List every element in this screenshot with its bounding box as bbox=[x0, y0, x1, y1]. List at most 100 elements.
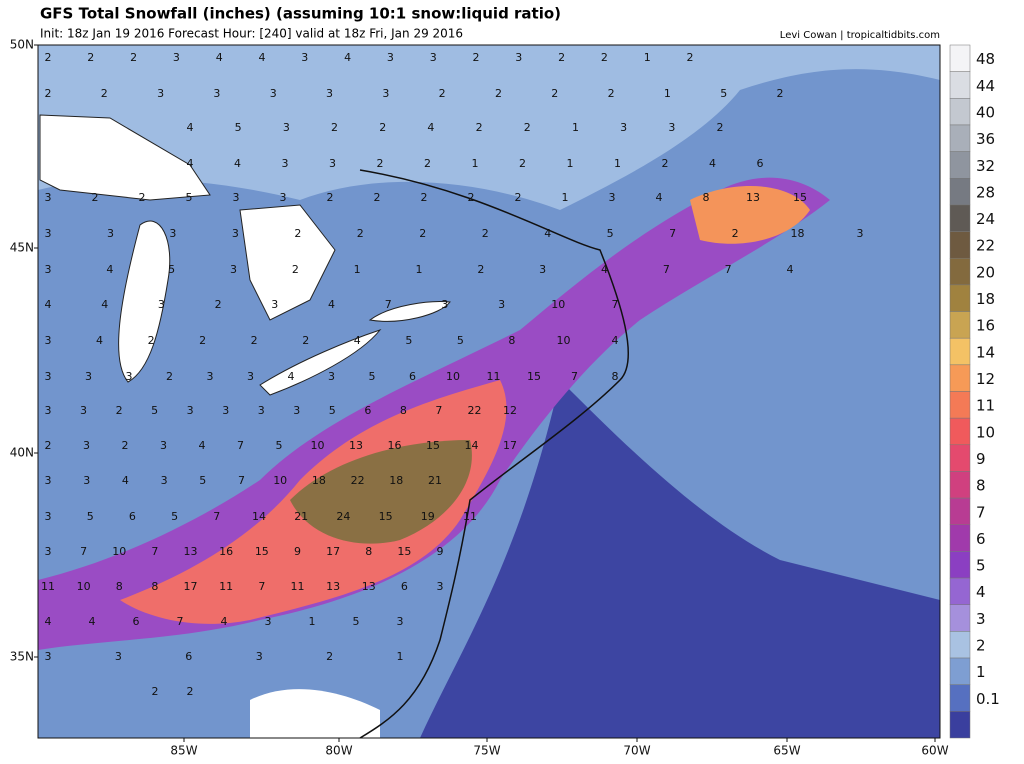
snow-value: 21 bbox=[428, 474, 442, 487]
lat-label: 40N bbox=[10, 446, 34, 460]
snow-value: 2 bbox=[187, 685, 194, 698]
snow-value: 3 bbox=[115, 650, 122, 663]
colorbar-label: 2 bbox=[976, 637, 986, 655]
snow-value: 8 bbox=[151, 580, 158, 593]
snow-value: 2 bbox=[326, 650, 333, 663]
colorbar-segment bbox=[949, 524, 971, 552]
snow-value: 3 bbox=[45, 191, 52, 204]
colorbar-segment bbox=[949, 631, 971, 659]
colorbar-label: 6 bbox=[976, 530, 986, 548]
colorbar-segment bbox=[949, 497, 971, 526]
colorbar-label: 40 bbox=[976, 103, 995, 121]
snow-value: 4 bbox=[106, 263, 113, 276]
snow-value: 2 bbox=[215, 298, 222, 311]
snow-value: 2 bbox=[421, 191, 428, 204]
snow-value: 1 bbox=[397, 650, 404, 663]
snow-value: 4 bbox=[344, 51, 351, 64]
snow-value: 3 bbox=[232, 227, 239, 240]
snow-value: 2 bbox=[294, 227, 301, 240]
snow-value: 6 bbox=[133, 615, 140, 628]
snow-value: 7 bbox=[571, 370, 578, 383]
snow-value: 13 bbox=[326, 580, 340, 593]
snow-value: 13 bbox=[184, 545, 198, 558]
snow-value: 5 bbox=[329, 404, 336, 417]
snow-value: 3 bbox=[301, 51, 308, 64]
subtitle: Init: 18z Jan 19 2016 Forecast Hour: [24… bbox=[40, 27, 463, 41]
snow-value: 10 bbox=[311, 439, 325, 452]
colorbar-label: 44 bbox=[976, 77, 995, 95]
snow-value: 2 bbox=[495, 87, 502, 100]
snow-value: 2 bbox=[524, 121, 531, 134]
snow-value: 4 bbox=[187, 121, 194, 134]
snow-value: 7 bbox=[612, 298, 619, 311]
snow-value: 4 bbox=[787, 263, 794, 276]
snow-value: 2 bbox=[116, 404, 123, 417]
snow-value: 3 bbox=[293, 404, 300, 417]
snow-value: 1 bbox=[567, 157, 574, 170]
snow-value: 2 bbox=[551, 87, 558, 100]
snow-value: 3 bbox=[329, 157, 336, 170]
snow-value: 2 bbox=[558, 51, 565, 64]
snow-value: 18 bbox=[389, 474, 403, 487]
colorbar-label: 32 bbox=[976, 157, 995, 175]
snow-value: 4 bbox=[187, 157, 194, 170]
snow-value: 3 bbox=[45, 545, 52, 558]
snow-value: 1 bbox=[562, 191, 569, 204]
snow-value: 2 bbox=[87, 51, 94, 64]
snow-value: 2 bbox=[101, 87, 108, 100]
lon-label: 85W bbox=[170, 744, 197, 758]
snow-value: 3 bbox=[233, 191, 240, 204]
snow-value: 8 bbox=[365, 545, 372, 558]
colorbar-segment bbox=[949, 257, 971, 286]
snow-value: 7 bbox=[663, 263, 670, 276]
lon-label: 70W bbox=[623, 744, 650, 758]
snow-value: 2 bbox=[473, 51, 480, 64]
snow-value: 4 bbox=[101, 298, 108, 311]
snow-value: 7 bbox=[238, 474, 245, 487]
snow-value: 1 bbox=[472, 157, 479, 170]
snow-value: 4 bbox=[89, 615, 96, 628]
snow-value: 9 bbox=[437, 545, 444, 558]
snow-value: 5 bbox=[353, 615, 360, 628]
snow-value: 3 bbox=[668, 121, 675, 134]
snow-value: 3 bbox=[85, 370, 92, 383]
snow-value: 4 bbox=[45, 298, 52, 311]
snow-value: 4 bbox=[354, 334, 361, 347]
snow-value: 5 bbox=[720, 87, 727, 100]
colorbar-label: 12 bbox=[976, 370, 995, 388]
snow-value: 3 bbox=[45, 404, 52, 417]
colorbar-segment bbox=[949, 98, 971, 126]
snow-value: 11 bbox=[219, 580, 233, 593]
snow-value: 2 bbox=[166, 370, 173, 383]
snow-value: 3 bbox=[258, 404, 265, 417]
snow-value: 2 bbox=[152, 685, 159, 698]
colorbar-top bbox=[949, 44, 971, 72]
snow-value: 6 bbox=[409, 370, 416, 383]
snow-value: 3 bbox=[45, 510, 52, 523]
snow-value: 13 bbox=[746, 191, 760, 204]
snow-value: 2 bbox=[476, 121, 483, 134]
snow-value: 3 bbox=[498, 298, 505, 311]
colorbar-segment bbox=[949, 151, 971, 179]
snow-value: 7 bbox=[385, 298, 392, 311]
snow-value: 16 bbox=[219, 545, 233, 558]
colorbar-segment bbox=[949, 364, 971, 392]
colorbar-segment bbox=[949, 124, 971, 152]
colorbar-segment bbox=[949, 311, 971, 339]
no-snow-area bbox=[250, 689, 380, 738]
snow-value: 3 bbox=[45, 650, 52, 663]
snow-value: 4 bbox=[656, 191, 663, 204]
snow-value: 5 bbox=[235, 121, 242, 134]
snow-value: 1 bbox=[572, 121, 579, 134]
snow-value: 2 bbox=[130, 51, 137, 64]
snow-value: 1 bbox=[644, 51, 651, 64]
snow-value: 5 bbox=[369, 370, 376, 383]
snow-value: 3 bbox=[270, 87, 277, 100]
snow-value: 10 bbox=[446, 370, 460, 383]
snow-value: 2 bbox=[468, 191, 475, 204]
snow-value: 4 bbox=[709, 157, 716, 170]
snow-value: 15 bbox=[426, 439, 440, 452]
map-frame bbox=[37, 44, 941, 739]
snow-value: 2 bbox=[687, 51, 694, 64]
snow-value: 2 bbox=[122, 439, 129, 452]
